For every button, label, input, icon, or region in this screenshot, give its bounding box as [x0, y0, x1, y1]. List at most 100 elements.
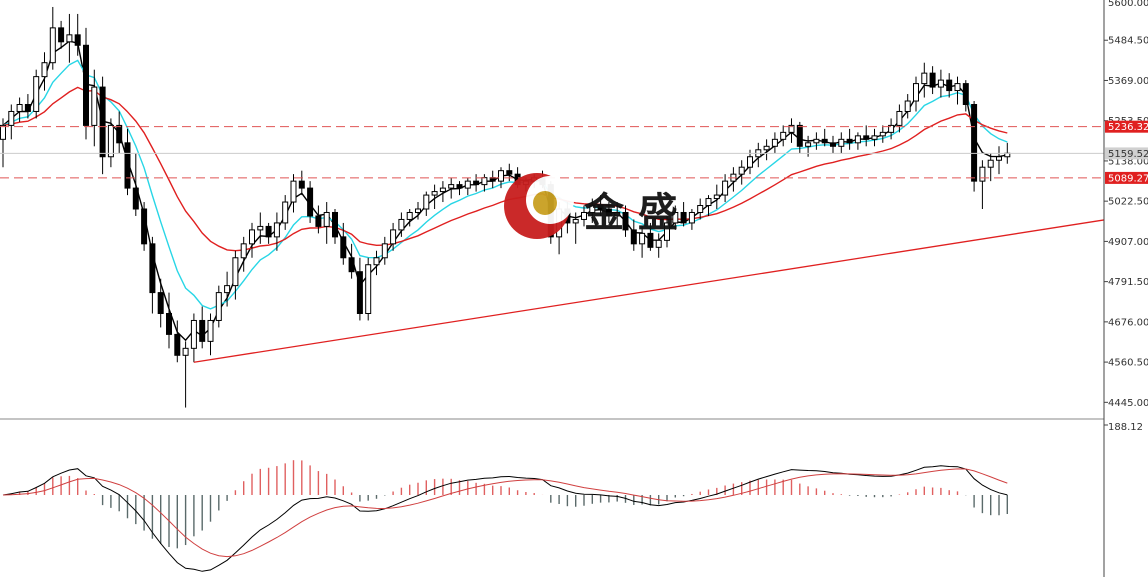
candle-body-bull [896, 110, 903, 126]
candle-body-bear [946, 79, 953, 92]
candle-body-bull [107, 124, 114, 158]
trendline-group [193, 219, 1105, 363]
candle-body-bear [116, 124, 123, 144]
candle-body-bear [506, 170, 513, 175]
candle-body-bear [630, 229, 637, 245]
price-axis: 5600.005484.505369.005253.505138.005022.… [1104, 0, 1148, 409]
candle-body-bear [971, 104, 978, 182]
candle-body-bear [348, 257, 355, 273]
price-tags: 5236.32 5159.52 5089.27 [1105, 120, 1148, 184]
candle-body-bull [257, 225, 264, 231]
candle-body-bull [639, 232, 646, 245]
candle-body-bull [381, 243, 388, 259]
candle-body-bull [688, 211, 695, 224]
candle-body-bear [124, 142, 131, 189]
candle-body-bull [423, 194, 430, 210]
candle-body-bull [763, 145, 770, 151]
candle-body-bull [373, 257, 380, 266]
candle-body-bull [979, 166, 986, 182]
candle-body-bull [16, 104, 23, 112]
candle-body-bear [307, 187, 314, 217]
candle-body-bull [0, 124, 6, 140]
candle-body-bull [672, 211, 679, 224]
candle-body-bull [439, 187, 446, 193]
candle-body-bull [937, 79, 944, 88]
candle-body-bull [406, 211, 413, 220]
candle-body-bull [232, 257, 239, 287]
candle-body-bear [680, 211, 687, 224]
price-tag-bg [1105, 171, 1148, 184]
candle-body-bear [166, 313, 172, 335]
candle-body-bear [315, 215, 322, 227]
candle-body-bear [796, 124, 803, 147]
price-axis-tick-label: 5022.50 [1108, 197, 1148, 208]
price-tag-bg [1105, 147, 1148, 160]
candle-body-bear [83, 44, 89, 126]
candle-body-bull [190, 319, 197, 349]
candle-body-bull [788, 124, 795, 133]
candle-body-bull [448, 184, 455, 189]
price-axis-tick-label: 4445.00 [1108, 398, 1148, 409]
candle-body-bull [705, 198, 712, 207]
candle-body-bull [41, 62, 48, 78]
candle-body-bear [473, 180, 480, 186]
candle-body-bull [921, 72, 928, 85]
candle-body-bear [647, 232, 654, 248]
candle-body-bull [614, 211, 621, 217]
candle-body-bull [365, 264, 372, 315]
candle-body-bull [273, 222, 280, 238]
candle-body-bull [713, 194, 720, 200]
candle-body-bull [780, 131, 787, 140]
price-axis-tick-label: 4676.00 [1108, 317, 1148, 328]
candle-body-bear [821, 138, 828, 144]
candle-body-bull [771, 138, 778, 147]
price-tag-label: 5089.27 [1108, 173, 1148, 184]
candle-body-bull [871, 135, 878, 140]
candle-body-bear [298, 180, 305, 189]
candle-body-bull [224, 285, 231, 294]
macd-panel [2, 460, 1008, 572]
candle-body-bull [722, 180, 729, 196]
candle-body-bear [929, 72, 936, 88]
macd-signal-line [2, 468, 1008, 558]
candle-body-bear [332, 211, 338, 238]
candle-body-bull [282, 201, 289, 224]
price-axis-tick-label: 5138.00 [1108, 156, 1148, 167]
candle-body-bull [805, 142, 812, 147]
logo-gold-dot-icon [533, 191, 557, 215]
candle-body-bull [838, 138, 845, 147]
candle-body-bull [996, 156, 1002, 161]
candle-body-bear [846, 138, 853, 144]
candle-body-bull [431, 191, 438, 196]
candle-body-bear [58, 27, 65, 43]
candle-body-bull [697, 205, 704, 213]
candle-body-bull [290, 180, 297, 203]
candle-body-bear [830, 142, 836, 147]
candle-body-bull [249, 229, 255, 245]
price-axis-tick-label: 5484.50 [1108, 36, 1148, 47]
candle-body-bull [572, 218, 579, 224]
candle-body-bear [356, 271, 363, 315]
candle-body-bear [174, 333, 181, 356]
candle-body-bull [987, 159, 994, 168]
price-axis-tick-label: 5600.00 [1108, 0, 1148, 9]
candle-body-bull [813, 138, 820, 144]
candle-body-bull [904, 100, 911, 112]
price-tag-bg [1105, 120, 1148, 133]
candle-body-bear [199, 319, 206, 342]
price-axis-tick-label: 4560.50 [1108, 358, 1148, 369]
candle-body-bull [323, 211, 330, 227]
macd-axis-label: 188.12 [1108, 422, 1143, 433]
candle-body-bear [74, 34, 81, 46]
candle-body-bull [888, 124, 895, 133]
price-tag-label: 5236.32 [1108, 122, 1148, 133]
candle-body-bear [340, 236, 347, 259]
candle-body-bull [879, 131, 886, 137]
candle-body-bear [132, 187, 139, 210]
candle-body-bear [456, 184, 463, 189]
candle-body-bull [954, 83, 961, 92]
candle-body-bull [49, 27, 56, 64]
macd-lines [2, 465, 1008, 572]
candle-body-bull [498, 170, 504, 182]
candle-body-bear [622, 211, 629, 231]
